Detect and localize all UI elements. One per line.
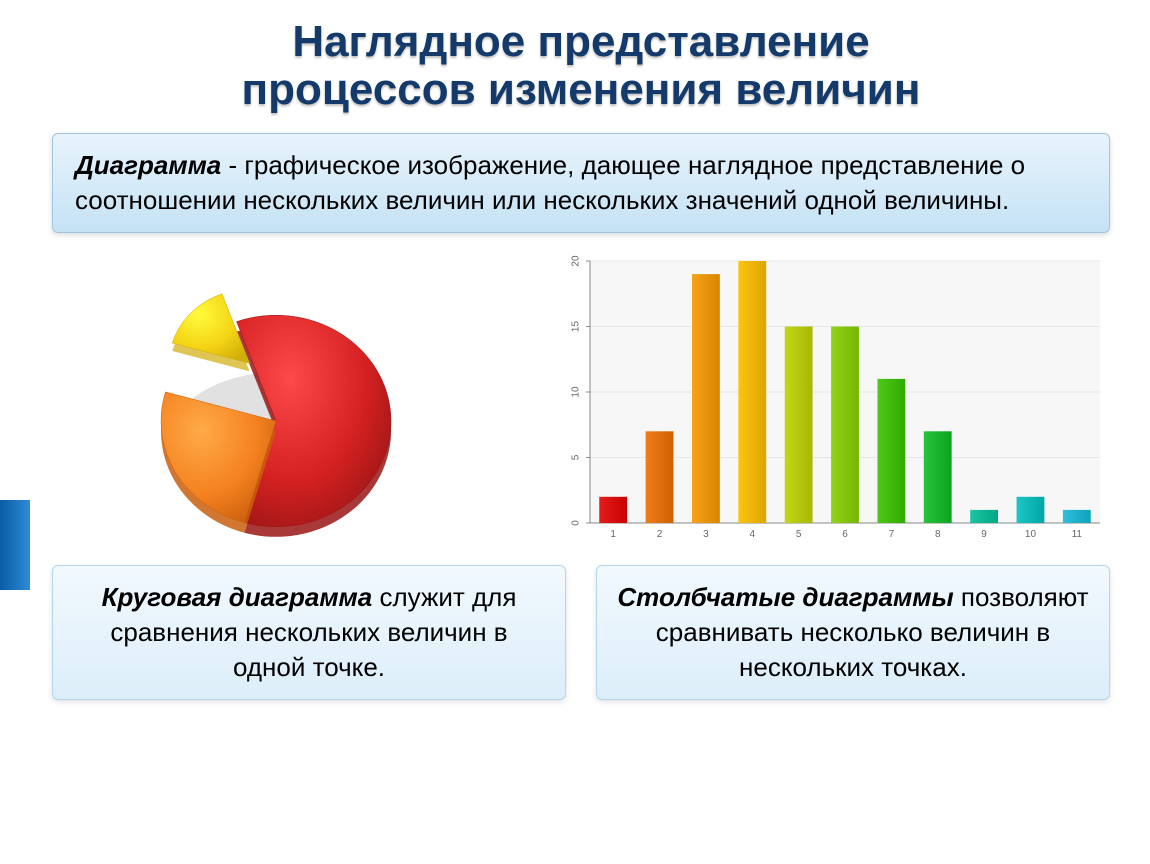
svg-text:9: 9: [981, 529, 987, 540]
pie-chart: [126, 251, 446, 551]
caption-right-title: Столбчатые диаграммы: [617, 582, 953, 612]
svg-text:4: 4: [749, 529, 755, 540]
definition-box: Диаграмма - графическое изображение, даю…: [52, 133, 1110, 233]
decorative-strip: [0, 500, 30, 590]
svg-text:0: 0: [571, 520, 582, 526]
bar-column: 0 5 10 15 20 1 2 3 4 5 6 7 8 9 10 11: [550, 251, 1110, 551]
svg-text:10: 10: [571, 386, 582, 398]
charts-row: 0 5 10 15 20 1 2 3 4 5 6 7 8 9 10 11: [52, 251, 1110, 551]
svg-text:2: 2: [657, 529, 663, 540]
svg-text:10: 10: [1025, 529, 1037, 540]
slide-content: Наглядное представление процессов измене…: [0, 0, 1150, 720]
caption-left-title: Круговая диаграмма: [102, 582, 373, 612]
captions-row: Круговая диаграмма служит для сравнения …: [52, 565, 1110, 700]
svg-text:1: 1: [610, 529, 616, 540]
title-line1: Наглядное представление: [292, 17, 869, 66]
svg-text:5: 5: [571, 454, 582, 460]
svg-text:20: 20: [571, 255, 582, 267]
svg-text:3: 3: [703, 529, 709, 540]
svg-text:15: 15: [571, 320, 582, 332]
definition-term: Диаграмма: [75, 150, 221, 180]
pie-column: [52, 251, 520, 551]
caption-right: Столбчатые диаграммы позволяют сравниват…: [596, 565, 1110, 700]
svg-text:6: 6: [842, 529, 848, 540]
svg-text:7: 7: [889, 529, 895, 540]
svg-text:8: 8: [935, 529, 941, 540]
svg-text:11: 11: [1072, 529, 1083, 540]
title-line2: процессов изменения величин: [242, 65, 921, 114]
page-title: Наглядное представление процессов измене…: [52, 18, 1110, 115]
caption-left: Круговая диаграмма служит для сравнения …: [52, 565, 566, 700]
bar-chart: 0 5 10 15 20 1 2 3 4 5 6 7 8 9 10 11: [550, 251, 1110, 551]
svg-text:5: 5: [796, 529, 802, 540]
